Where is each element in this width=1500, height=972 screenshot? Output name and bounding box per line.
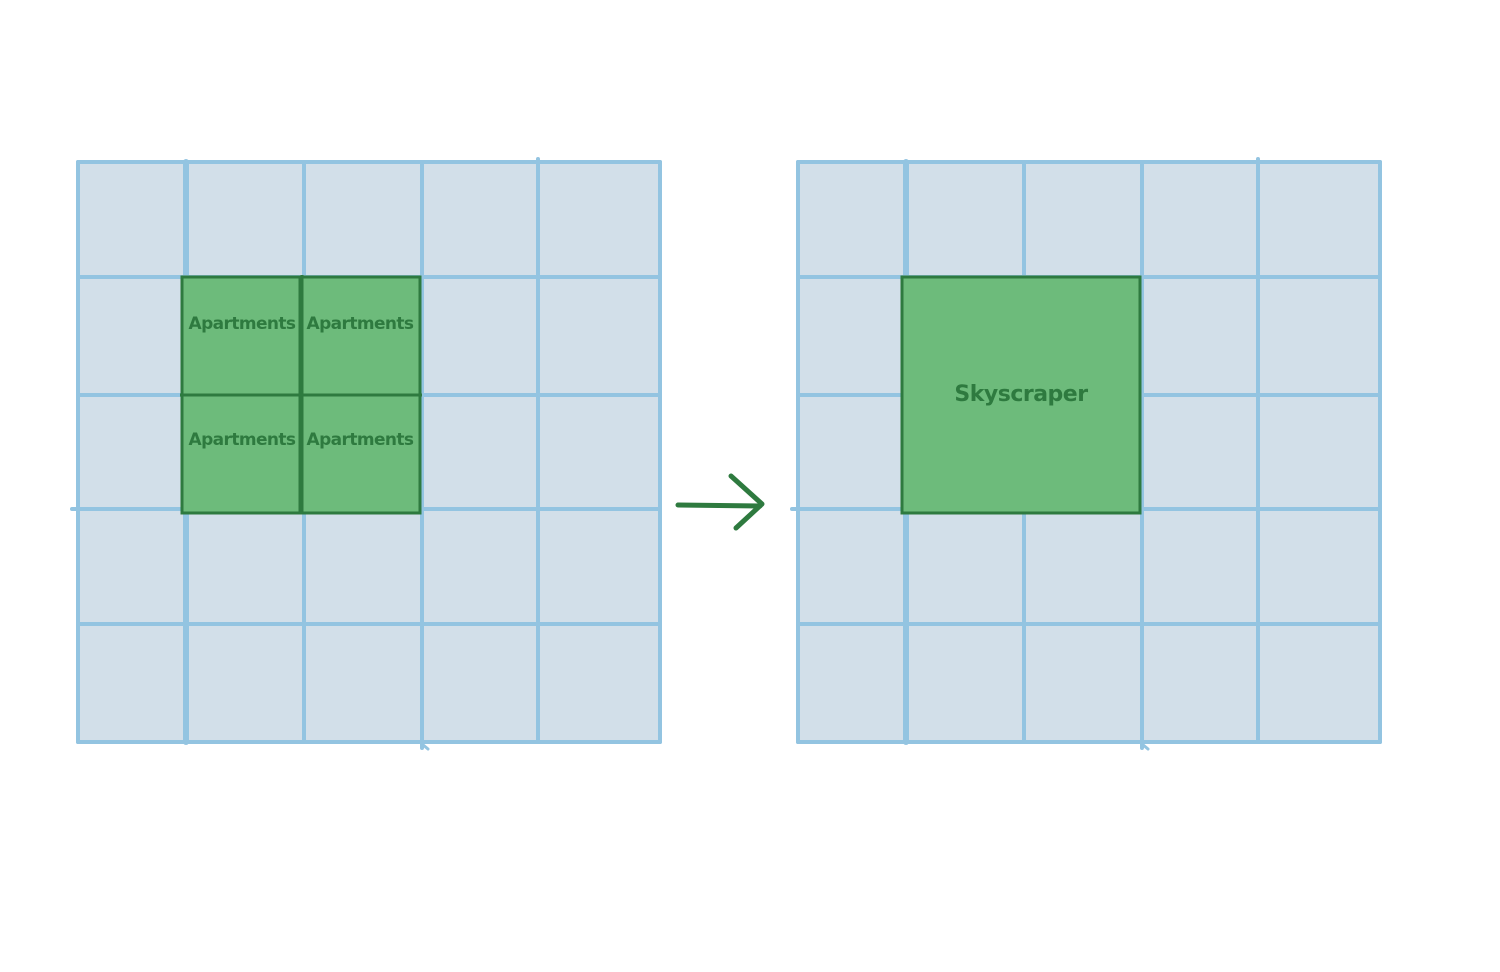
before-grid: Apartments Apartments Apartments Apartments	[70, 157, 662, 751]
before-building-2	[180, 393, 304, 515]
after-building-label: Skyscraper	[954, 382, 1088, 407]
before-building-0	[180, 275, 304, 401]
before-building-3	[298, 393, 422, 515]
before-building-label: Apartments	[307, 314, 414, 334]
right-arrow-icon	[675, 473, 765, 531]
after-grid: Skyscraper	[790, 157, 1382, 751]
before-building-1	[298, 275, 422, 401]
before-building-label: Apartments	[189, 430, 296, 450]
after-building-0	[900, 275, 1142, 515]
arrow-shaft	[675, 502, 763, 509]
before-building-label: Apartments	[307, 430, 414, 450]
before-building-label: Apartments	[189, 314, 296, 334]
after-grid-pen-mark	[1140, 742, 1150, 751]
before-grid-pen-mark	[420, 742, 430, 751]
arrow-head	[728, 473, 765, 531]
